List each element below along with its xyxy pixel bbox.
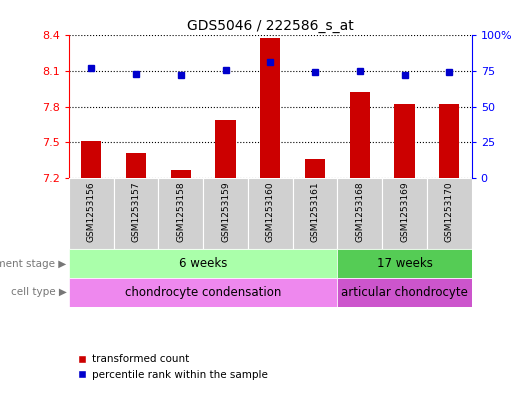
Title: GDS5046 / 222586_s_at: GDS5046 / 222586_s_at [187, 19, 354, 33]
Bar [81, 141, 101, 178]
Text: cell type ▶: cell type ▶ [11, 287, 67, 297]
Text: GSM1253156: GSM1253156 [87, 182, 96, 242]
Bar [113, 178, 158, 250]
Bar [394, 105, 414, 178]
Bar [69, 178, 113, 250]
Bar [293, 178, 338, 250]
Bar [171, 170, 191, 178]
Bar [338, 250, 472, 278]
Bar [158, 178, 203, 250]
Text: GSM1253158: GSM1253158 [176, 182, 186, 242]
Text: GSM1253161: GSM1253161 [311, 182, 320, 242]
Bar [338, 278, 472, 307]
Bar [350, 92, 370, 178]
Legend: transformed count, percentile rank within the sample: transformed count, percentile rank withi… [74, 350, 272, 384]
Bar [382, 178, 427, 250]
Bar [69, 250, 338, 278]
Text: chondrocyte condensation: chondrocyte condensation [125, 286, 281, 299]
Text: GSM1253160: GSM1253160 [266, 182, 275, 242]
Text: 6 weeks: 6 weeks [179, 257, 227, 270]
Text: GSM1253157: GSM1253157 [131, 182, 140, 242]
Bar [126, 153, 146, 178]
Bar [338, 178, 382, 250]
Text: 17 weeks: 17 weeks [377, 257, 432, 270]
Text: development stage ▶: development stage ▶ [0, 259, 67, 269]
Text: GSM1253159: GSM1253159 [221, 182, 230, 242]
Text: GSM1253169: GSM1253169 [400, 182, 409, 242]
Text: GSM1253168: GSM1253168 [355, 182, 364, 242]
Bar [439, 105, 460, 178]
Bar [427, 178, 472, 250]
Bar [248, 178, 293, 250]
Text: articular chondrocyte: articular chondrocyte [341, 286, 468, 299]
Bar [216, 120, 236, 178]
Bar [203, 178, 248, 250]
Bar [305, 159, 325, 178]
Bar [69, 278, 338, 307]
Bar [260, 38, 280, 178]
Text: GSM1253170: GSM1253170 [445, 182, 454, 242]
